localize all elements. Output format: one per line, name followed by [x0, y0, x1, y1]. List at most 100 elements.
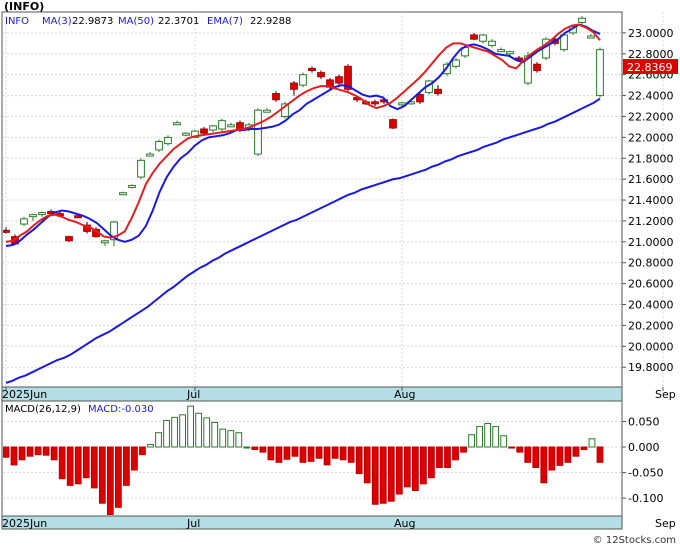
macd-bar [171, 416, 178, 448]
macd-bar [235, 432, 243, 448]
candle [128, 184, 136, 189]
macd-bar [58, 446, 66, 480]
candle-body [452, 59, 460, 67]
candle [254, 108, 262, 157]
candle [533, 62, 541, 73]
candle-body [596, 49, 604, 97]
macd-bar [540, 446, 548, 484]
candle [371, 99, 379, 107]
candle-body [173, 122, 181, 126]
candle-body [128, 184, 136, 188]
macd-label: MACD(26,12,9) [5, 404, 81, 415]
candle [488, 39, 496, 48]
macd-bar [291, 446, 299, 457]
macd-bar [211, 421, 219, 448]
price-tick-label: 21.0000 [628, 236, 674, 249]
candle [578, 16, 586, 25]
macd-tick-label: 0.000 [628, 441, 660, 454]
macd-bar [315, 446, 323, 459]
macd-bar [155, 432, 162, 448]
candle [416, 93, 424, 104]
ma50-label: MA(50) [118, 16, 154, 27]
candle [3, 227, 10, 234]
macd-bar [179, 414, 186, 448]
price-tick-label: 22.8000 [628, 48, 674, 61]
macd-bar [219, 428, 227, 448]
macd-bar [98, 446, 106, 504]
macd-bar [10, 446, 18, 466]
candle [389, 118, 397, 130]
macd-bar [114, 446, 122, 508]
macd-bar [524, 446, 532, 463]
candle [227, 122, 235, 128]
macd-bar [50, 446, 58, 461]
macd-bar [379, 446, 387, 504]
macd-bar [564, 446, 572, 463]
ma50-line [5, 97, 601, 384]
candle-body [299, 74, 307, 86]
macd-bar [3, 446, 10, 458]
candle-body [308, 67, 316, 72]
candle-body [263, 109, 271, 113]
candle-body [506, 51, 514, 55]
candle [470, 32, 478, 41]
x-axis-label: Aug [394, 388, 415, 401]
macd-bar [371, 446, 379, 505]
candle-body [227, 124, 235, 128]
macd-bar [299, 446, 307, 463]
candle-body [398, 102, 406, 106]
macd-bar [106, 446, 114, 515]
macd-tick-label: -0.050 [628, 467, 663, 480]
macd-bar [572, 446, 580, 457]
macd-tick-label: 0.050 [628, 415, 660, 428]
macd-bar [34, 446, 42, 456]
macd-bar [163, 419, 170, 448]
macd-histogram [3, 405, 604, 515]
candle [317, 70, 325, 79]
price-axis: 19.8000 20.0000 20.2000 20.4000 20.6000 20.80… [622, 27, 674, 374]
ticker-label: INFO [5, 16, 29, 27]
candle-body [344, 65, 352, 90]
macd-bar [428, 446, 435, 479]
price-tick-label: 20.8000 [628, 257, 674, 270]
macd-bar [283, 446, 291, 460]
candle-body [155, 141, 163, 151]
candle-body [434, 88, 442, 94]
macd-tick-label: -0.100 [628, 492, 663, 505]
ma3-line [5, 23, 601, 248]
candle [119, 191, 127, 196]
price-tick-label: 23.0000 [628, 27, 674, 40]
macd-bar [347, 446, 355, 463]
candle-body [335, 76, 343, 84]
macd-bar [395, 446, 403, 495]
macd-axis: 0.050 0.000 -0.050 -0.100 [622, 415, 663, 505]
candle [272, 91, 280, 102]
macd-bar [195, 412, 203, 448]
candle [596, 47, 604, 98]
candle-body [470, 34, 478, 40]
macd-bar [500, 435, 508, 448]
x-axis-label-macd: Aug [394, 517, 415, 530]
price-tick-label: 21.8000 [628, 152, 674, 165]
macd-bar [331, 446, 339, 459]
macd-bar [476, 426, 483, 448]
candle [38, 211, 46, 217]
candle [308, 66, 316, 73]
macd-bar [516, 446, 524, 453]
macd-bar [42, 446, 50, 456]
macd-bar [187, 405, 195, 448]
candle-body [533, 63, 541, 72]
ma50-value: 22.3701 [158, 16, 199, 27]
candle [290, 80, 298, 96]
candle-body [497, 49, 505, 53]
last-price-box [623, 59, 678, 74]
x-axis-label-macd: Jul [186, 517, 200, 530]
macd-bar [596, 446, 604, 463]
x-axis-label-macd: Sep [655, 517, 676, 530]
last-price-label: 22.8369 [627, 61, 673, 74]
price-tick-label: 22.0000 [628, 131, 674, 144]
candle [299, 72, 307, 88]
price-tick-label: 21.4000 [628, 194, 674, 207]
candle-body [218, 120, 226, 130]
candle-body [182, 132, 190, 136]
